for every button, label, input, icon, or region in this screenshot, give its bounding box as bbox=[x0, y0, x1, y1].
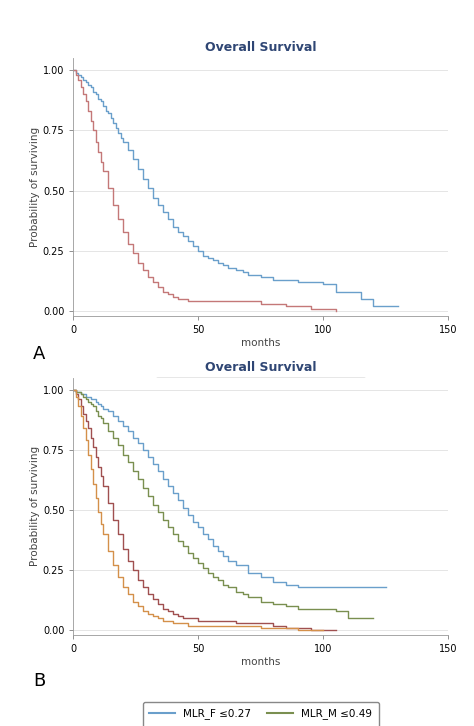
X-axis label: months: months bbox=[241, 657, 281, 667]
Y-axis label: Probability of surviving: Probability of surviving bbox=[30, 127, 40, 247]
Text: B: B bbox=[33, 672, 46, 690]
Y-axis label: Probability of surviving: Probability of surviving bbox=[30, 446, 40, 566]
Title: Overall Survival: Overall Survival bbox=[205, 361, 317, 374]
Title: Overall Survival: Overall Survival bbox=[205, 41, 317, 54]
Legend: MLR_F ≤0.27, MLR_F >0.27, MLR_M ≤0.49, MLR_M >0.49: MLR_F ≤0.27, MLR_F >0.27, MLR_M ≤0.49, M… bbox=[143, 702, 379, 726]
Text: A: A bbox=[33, 346, 46, 364]
Legend: MLR ≤0.34, MLR >0.34: MLR ≤0.34, MLR >0.34 bbox=[155, 378, 366, 400]
X-axis label: months: months bbox=[241, 338, 281, 348]
